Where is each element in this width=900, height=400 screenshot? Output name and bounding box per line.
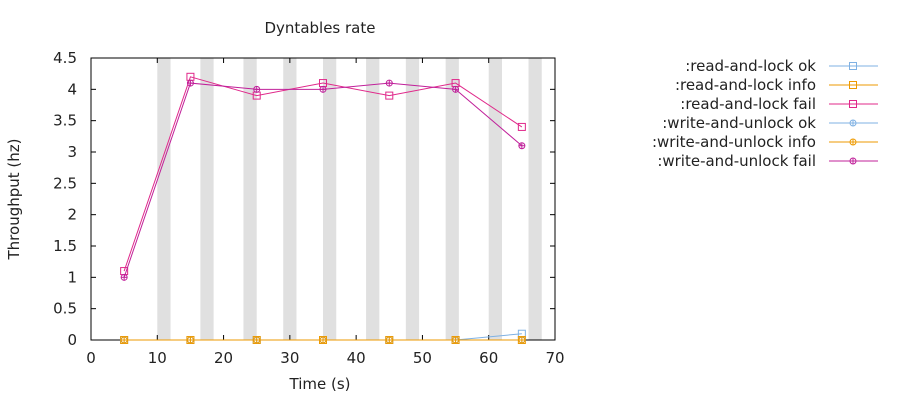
x-tick-label: 50: [413, 349, 432, 367]
shaded-band-3: [283, 58, 297, 340]
legend-swatch-marker-0: [849, 62, 857, 70]
legend-swatch-marker-4: [849, 138, 857, 146]
y-tick-label: 1.5: [53, 237, 77, 255]
x-tick-label: 40: [347, 349, 366, 367]
legend-label-0: :read-and-lock ok: [685, 57, 816, 75]
y-tick-label: 3: [67, 143, 77, 161]
axis-ticks: 0 10 20 30 40 50 60 70 0 0.5 1 1.5 2 2.5 3 3.5 4 4.5: [53, 49, 564, 367]
legend-label-5: :write-and-unlock fail: [657, 152, 816, 170]
legend-label-1: :read-and-lock info: [675, 76, 816, 94]
data-point-2-4: [385, 91, 394, 100]
data-point-4-0: [120, 336, 128, 344]
legend-swatch-marker-2: [849, 100, 857, 108]
shaded-band-1: [200, 58, 214, 340]
y-tick-label: 1: [67, 268, 77, 286]
x-tick-label: 10: [148, 349, 167, 367]
x-tick-label: 0: [86, 349, 96, 367]
data-point-4-2: [253, 336, 261, 344]
y-axis-label: Throughput (hz): [5, 139, 23, 261]
data-point-5-2: [253, 85, 261, 93]
legend-swatch-marker-1: [849, 81, 857, 89]
y-tick-label: 2: [67, 206, 77, 224]
series-group: [120, 72, 526, 344]
shaded-band-5: [366, 58, 380, 340]
x-tick-label: 70: [545, 349, 564, 367]
shaded-band-9: [528, 58, 542, 340]
series-line-2: [123, 76, 523, 272]
y-tick-label: 2.5: [53, 174, 77, 192]
series-4: [120, 336, 526, 344]
data-point-5-3: [319, 85, 327, 93]
x-axis-label: Time (s): [289, 375, 351, 393]
data-point-5-6: [518, 142, 526, 150]
data-point-4-1: [186, 336, 194, 344]
legend-swatch-marker-3: [849, 119, 857, 127]
y-tick-label: 3.5: [53, 112, 77, 130]
legend-label-2: :read-and-lock fail: [680, 95, 816, 113]
legend: :read-and-lock ok:read-and-lock info:rea…: [652, 57, 878, 170]
data-point-4-6: [518, 336, 526, 344]
y-tick-label: 4.5: [53, 49, 77, 67]
data-point-2-6: [517, 122, 526, 131]
data-point-4-3: [319, 336, 327, 344]
shaded-band-2: [243, 58, 257, 340]
x-tick-label: 30: [280, 349, 299, 367]
data-point-4-4: [385, 336, 393, 344]
data-point-5-0: [120, 273, 128, 281]
x-tick-label: 60: [479, 349, 498, 367]
shaded-band-6: [405, 58, 420, 340]
series-5: [120, 79, 526, 281]
y-tick-label: 4: [67, 80, 77, 98]
data-point-4-5: [452, 336, 460, 344]
shaded-bands: [157, 58, 542, 340]
shaded-band-0: [157, 58, 171, 340]
shaded-band-4: [323, 58, 337, 340]
chart-title: Dyntables rate: [265, 19, 376, 37]
legend-swatch-marker-5: [849, 157, 857, 165]
shaded-band-7: [445, 58, 459, 340]
data-point-5-4: [385, 79, 393, 87]
data-point-5-5: [452, 85, 460, 93]
data-point-5-1: [186, 79, 194, 87]
y-tick-label: 0.5: [53, 300, 77, 318]
legend-label-4: :write-and-unlock info: [652, 133, 816, 151]
x-tick-label: 20: [214, 349, 233, 367]
y-tick-label: 0: [67, 331, 77, 349]
shaded-band-8: [488, 58, 502, 340]
legend-label-3: :write-and-unlock ok: [662, 114, 816, 132]
